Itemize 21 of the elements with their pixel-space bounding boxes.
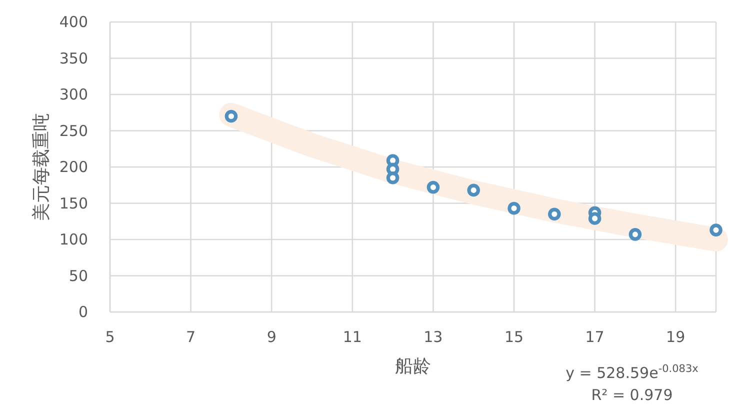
y-tick-label: 100 [59, 230, 88, 248]
x-tick-label: 9 [266, 328, 276, 346]
y-tick-label: 350 [59, 49, 88, 68]
x-tick-label: 7 [186, 328, 196, 346]
x-tick-label: 15 [504, 328, 524, 346]
y-tick-label: 200 [59, 158, 88, 176]
y-tick-label: 0 [78, 303, 88, 321]
y-tick-label: 250 [59, 122, 88, 140]
x-tick-label: 13 [424, 328, 443, 346]
y-tick-label: 150 [59, 194, 88, 212]
y-tick-label: 50 [68, 266, 88, 285]
text: R² = 0.979 [591, 386, 673, 404]
text: y = 528.59e$^{-0.083x}$ [566, 363, 698, 382]
x-axis-title: 船龄 [395, 356, 431, 377]
y-tick-label: 400 [59, 13, 88, 31]
x-tick-label: 17 [585, 328, 604, 346]
x-tick-label: 11 [342, 328, 362, 346]
y-tick-label: 300 [59, 86, 88, 104]
y-axis-title: 美元每载重吨 [31, 113, 52, 221]
x-tick-label: 19 [666, 328, 686, 346]
x-tick-label: 5 [105, 328, 115, 346]
